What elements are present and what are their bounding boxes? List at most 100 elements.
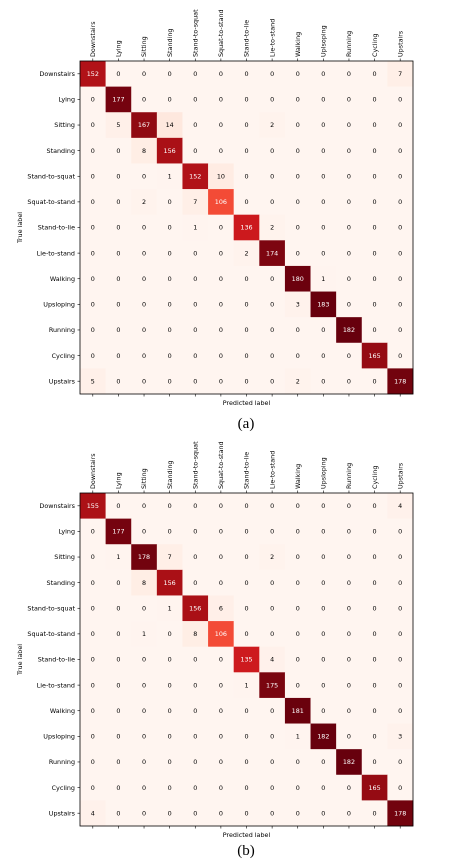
cell-value: 0 xyxy=(193,528,197,536)
heatmap-cell xyxy=(105,723,132,750)
heatmap-cell xyxy=(310,493,337,519)
cell-value: 0 xyxy=(270,275,274,283)
heatmap-cell xyxy=(387,800,414,827)
cell-value: 0 xyxy=(168,784,172,792)
cell-value: 0 xyxy=(347,630,351,638)
heatmap-cell xyxy=(361,137,388,164)
heatmap-cell xyxy=(259,240,286,267)
cell-value: 0 xyxy=(347,784,351,792)
cell-value: 0 xyxy=(116,352,120,360)
heatmap-cell xyxy=(233,86,260,113)
cell-value: 0 xyxy=(219,809,223,817)
heatmap-cell xyxy=(208,214,234,241)
cell-value: 156 xyxy=(164,147,176,155)
cell-value: 0 xyxy=(168,630,172,638)
y-tick-label: Sitting xyxy=(54,121,75,129)
heatmap-cell xyxy=(80,137,106,164)
cell-value: 0 xyxy=(142,96,146,104)
cell-value: 0 xyxy=(296,326,300,334)
heatmap-cell xyxy=(284,342,311,369)
y-tick-label: Walking xyxy=(50,275,75,283)
cell-value: 4 xyxy=(398,502,402,510)
heatmap-cell xyxy=(208,723,234,750)
heatmap-cell xyxy=(284,163,311,190)
cell-value: 1 xyxy=(296,733,300,741)
cell-value: 181 xyxy=(292,707,304,715)
cell-value: 0 xyxy=(270,579,274,587)
cell-value: 0 xyxy=(168,301,172,309)
y-axis-label: True label xyxy=(16,212,24,244)
x-axis-label: Predicted label xyxy=(223,831,271,839)
heatmap-cell xyxy=(105,189,132,215)
cell-value: 0 xyxy=(91,604,95,612)
cell-value: 4 xyxy=(91,809,95,817)
heatmap-cell xyxy=(105,61,132,87)
heatmap-cell xyxy=(361,163,388,190)
cell-value: 0 xyxy=(116,172,120,180)
heatmap-cell xyxy=(182,697,209,724)
heatmap-cell xyxy=(233,61,260,87)
y-tick-label: Running xyxy=(49,326,75,334)
heatmap-cell xyxy=(208,112,234,139)
cell-value: 0 xyxy=(91,579,95,587)
cell-value: 0 xyxy=(373,707,377,715)
cell-value: 0 xyxy=(296,579,300,587)
heatmap-cell xyxy=(182,544,209,571)
x-tick-label: Lying xyxy=(115,472,123,489)
heatmap-cell xyxy=(284,493,311,519)
y-tick-label: Upsloping xyxy=(43,301,75,309)
x-tick-label: Stand-to-lie xyxy=(243,452,251,489)
heatmap-cell xyxy=(105,240,132,267)
heatmap-cell xyxy=(336,368,363,395)
cell-value: 0 xyxy=(168,707,172,715)
cell-value: 0 xyxy=(193,326,197,334)
heatmap-cell xyxy=(182,137,209,164)
heatmap-cell xyxy=(310,672,337,699)
heatmap-cell xyxy=(80,774,106,801)
heatmap-cell xyxy=(156,163,183,190)
heatmap-cell xyxy=(156,723,183,750)
heatmap-cell xyxy=(131,774,158,801)
heatmap-cell xyxy=(182,61,209,87)
x-tick-label: Cycling xyxy=(371,466,379,489)
cell-value: 0 xyxy=(116,301,120,309)
heatmap-cell xyxy=(387,518,414,545)
heatmap-cell xyxy=(336,800,363,827)
cell-value: 0 xyxy=(296,502,300,510)
heatmap-cell xyxy=(208,518,234,545)
heatmap-cell xyxy=(259,342,286,369)
cell-value: 106 xyxy=(215,198,227,206)
heatmap-cell xyxy=(259,544,286,571)
cell-value: 0 xyxy=(373,377,377,385)
cell-value: 0 xyxy=(321,809,325,817)
cell-value: 5 xyxy=(91,377,95,385)
y-tick-label: Upstairs xyxy=(49,377,76,385)
cell-value: 0 xyxy=(398,147,402,155)
cell-value: 0 xyxy=(321,656,325,664)
cell-value: 0 xyxy=(398,784,402,792)
heatmap-cell xyxy=(310,621,337,647)
heatmap-cell xyxy=(105,518,132,545)
cell-value: 0 xyxy=(219,707,223,715)
heatmap-cell xyxy=(80,240,106,267)
heatmap-cell xyxy=(233,493,260,519)
cell-value: 0 xyxy=(244,809,248,817)
heatmap-cell xyxy=(361,317,388,344)
heatmap-cell xyxy=(336,163,363,190)
heatmap-cell xyxy=(310,291,337,318)
heatmap-cell xyxy=(208,240,234,267)
heatmap-cell xyxy=(80,368,106,395)
heatmap-cell xyxy=(105,291,132,318)
heatmap-cell xyxy=(259,368,286,395)
heatmap-cell xyxy=(284,697,311,724)
heatmap-cell xyxy=(336,240,363,267)
heatmap-cell xyxy=(80,493,106,519)
cell-value: 0 xyxy=(347,553,351,561)
heatmap-cell xyxy=(208,569,234,596)
x-tick-label: Downstairs xyxy=(89,21,97,57)
cell-value: 0 xyxy=(373,528,377,536)
cell-value: 0 xyxy=(270,630,274,638)
heatmap-cell xyxy=(233,518,260,545)
heatmap-cell xyxy=(387,317,414,344)
cell-value: 0 xyxy=(91,681,95,689)
